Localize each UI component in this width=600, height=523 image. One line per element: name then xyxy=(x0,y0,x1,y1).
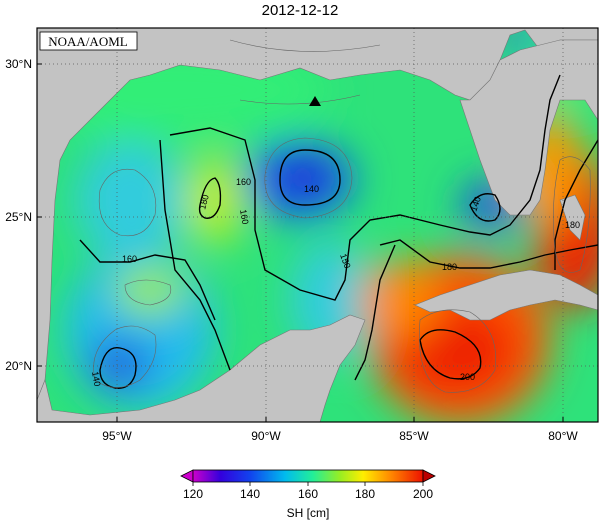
lat-label-25n: 25°N xyxy=(5,210,32,224)
lat-label-20n: 20°N xyxy=(5,359,32,373)
tick-marks xyxy=(37,63,564,422)
contour-label: 160 xyxy=(238,209,250,226)
lon-label-85w: 85°W xyxy=(399,429,429,443)
colorbar-tick-label: 160 xyxy=(298,487,318,501)
lon-label-95w: 95°W xyxy=(102,429,132,443)
contour-label: 140 xyxy=(90,371,102,388)
contour-label: 150 xyxy=(338,252,353,270)
lat-label-30n: 30°N xyxy=(5,57,32,71)
credit-text: NOAA/AOML xyxy=(48,34,128,49)
contour-label-group: 180 160 140 160 180 150 140 140 180 200 … xyxy=(90,177,580,387)
colorbar-tick-label: 200 xyxy=(413,487,433,501)
contour-label: 180 xyxy=(442,262,457,272)
graticule xyxy=(37,28,598,422)
credit-box: NOAA/AOML xyxy=(39,31,138,51)
contour-label: 140 xyxy=(468,195,483,213)
map-frame xyxy=(36,27,599,423)
triangle-marker-icon xyxy=(309,96,321,106)
contour-label: 180 xyxy=(197,193,211,210)
colorbar-tick-label: 180 xyxy=(355,487,375,501)
contour-label: 160 xyxy=(236,177,251,187)
contour-label: 140 xyxy=(304,184,319,194)
lon-label-80w: 80°W xyxy=(548,429,578,443)
colorbar-tick-label: 140 xyxy=(240,487,260,501)
colorbar-label: SH [cm] xyxy=(287,506,330,520)
contour-label: 160 xyxy=(122,254,137,264)
contour-label: 180 xyxy=(565,220,580,230)
contour-label: 200 xyxy=(460,372,475,382)
map-title: 2012-12-12 xyxy=(261,2,339,19)
land xyxy=(37,28,598,422)
lon-label-90w: 90°W xyxy=(251,429,281,443)
colorbar: 120 140 160 180 200 SH [cm] xyxy=(180,469,436,520)
contour-lines xyxy=(79,39,598,393)
colorbar-tick-label: 120 xyxy=(183,487,203,501)
